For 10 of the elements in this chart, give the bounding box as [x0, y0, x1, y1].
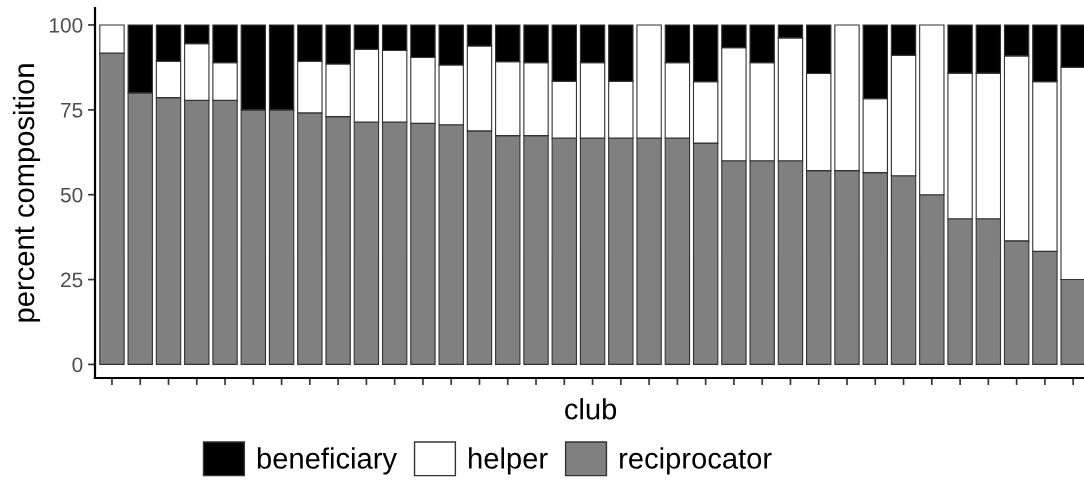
y-tick-label: 0	[72, 357, 83, 373]
x-axis-title: club	[565, 398, 617, 420]
y-tick-label: 75	[61, 103, 83, 118]
legend-label: helper	[469, 447, 548, 475]
y-tick-label: 100	[50, 17, 83, 33]
y-tick-label: 25	[61, 272, 83, 288]
legend-label: beneficiary	[257, 447, 397, 475]
y-axis-title: percent composition	[12, 64, 41, 322]
y-tick-label: 50	[60, 187, 83, 203]
legend-label: reciprocator	[620, 447, 772, 475]
